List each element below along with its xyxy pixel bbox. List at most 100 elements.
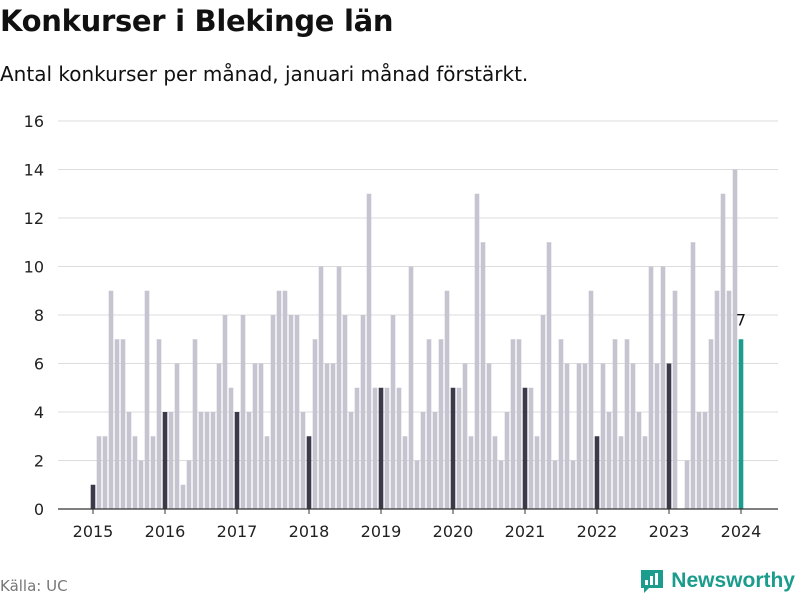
page-subtitle: Antal konkurser per månad, januari månad… [0, 62, 529, 86]
page-title: Konkurser i Blekinge län [0, 4, 394, 38]
bar [354, 387, 360, 509]
x-tick-label: 2024 [721, 522, 762, 541]
bar [216, 363, 222, 509]
bar [348, 412, 354, 509]
bar [204, 412, 210, 509]
bar [618, 436, 624, 509]
bar [336, 266, 342, 509]
bar [624, 339, 630, 509]
bar [456, 387, 462, 509]
bar [570, 460, 576, 509]
bar [90, 484, 96, 509]
x-tick-label: 2017 [217, 522, 258, 541]
bar [360, 315, 366, 509]
x-tick-label: 2018 [289, 522, 330, 541]
y-tick-label: 4 [34, 403, 44, 422]
bar [738, 339, 744, 509]
bar [702, 412, 708, 509]
bar [174, 363, 180, 509]
bar [666, 363, 672, 509]
x-tick-label: 2020 [433, 522, 474, 541]
bar [690, 242, 696, 509]
bar [276, 290, 282, 509]
y-tick-label: 8 [34, 306, 44, 325]
bar [96, 436, 102, 509]
bar [612, 339, 618, 509]
bar [324, 363, 330, 509]
bar [300, 412, 306, 509]
bar [390, 315, 396, 509]
bar [258, 363, 264, 509]
bar [660, 266, 666, 509]
bar [588, 290, 594, 509]
bar [192, 339, 198, 509]
x-tick-label: 2019 [361, 522, 402, 541]
bar [504, 412, 510, 509]
bar [384, 387, 390, 509]
bar [600, 363, 606, 509]
bar [444, 290, 450, 509]
bar [486, 363, 492, 509]
bar [468, 436, 474, 509]
bar [366, 193, 372, 509]
bar [264, 436, 270, 509]
bar [696, 412, 702, 509]
bar [732, 169, 738, 509]
bar [630, 363, 636, 509]
bar [510, 339, 516, 509]
bar [228, 387, 234, 509]
bar [330, 363, 336, 509]
bar [492, 436, 498, 509]
bar [558, 339, 564, 509]
bar [582, 363, 588, 509]
bar [198, 412, 204, 509]
bar [186, 460, 192, 509]
bar [606, 412, 612, 509]
bar [408, 266, 414, 509]
bar [120, 339, 126, 509]
bar [246, 412, 252, 509]
bar [642, 436, 648, 509]
newsworthy-logo-icon [641, 570, 664, 593]
bar [564, 363, 570, 509]
bar [132, 436, 138, 509]
bar [252, 363, 258, 509]
bar [108, 290, 114, 509]
y-tick-label: 12 [24, 209, 44, 228]
x-tick-label: 2022 [577, 522, 618, 541]
bar [138, 460, 144, 509]
bar [432, 412, 438, 509]
bar [312, 339, 318, 509]
bar [234, 412, 240, 509]
bar [270, 315, 276, 509]
x-tick-label: 2021 [505, 522, 546, 541]
bar [222, 315, 228, 509]
latest-value-label: 7 [736, 310, 746, 329]
bar [498, 460, 504, 509]
y-tick-label: 14 [24, 161, 44, 180]
bar [636, 412, 642, 509]
x-tick-label: 2015 [73, 522, 114, 541]
bar [294, 315, 300, 509]
bar [162, 412, 168, 509]
bar [594, 436, 600, 509]
bar [114, 339, 120, 509]
bar [552, 460, 558, 509]
bar [180, 484, 186, 509]
bar [378, 387, 384, 509]
bar [528, 387, 534, 509]
brand-name: Newsworthy [671, 569, 795, 592]
brand-logo[interactable]: Newsworthy [639, 568, 795, 594]
bar [648, 266, 654, 509]
y-tick-label: 2 [34, 452, 44, 471]
bar [210, 412, 216, 509]
bar [576, 363, 582, 509]
y-tick-label: 16 [24, 112, 44, 131]
bar [426, 339, 432, 509]
bar [474, 193, 480, 509]
bar [282, 290, 288, 509]
source-note: Källa: UC [0, 577, 68, 595]
bar [156, 339, 162, 509]
bar [306, 436, 312, 509]
